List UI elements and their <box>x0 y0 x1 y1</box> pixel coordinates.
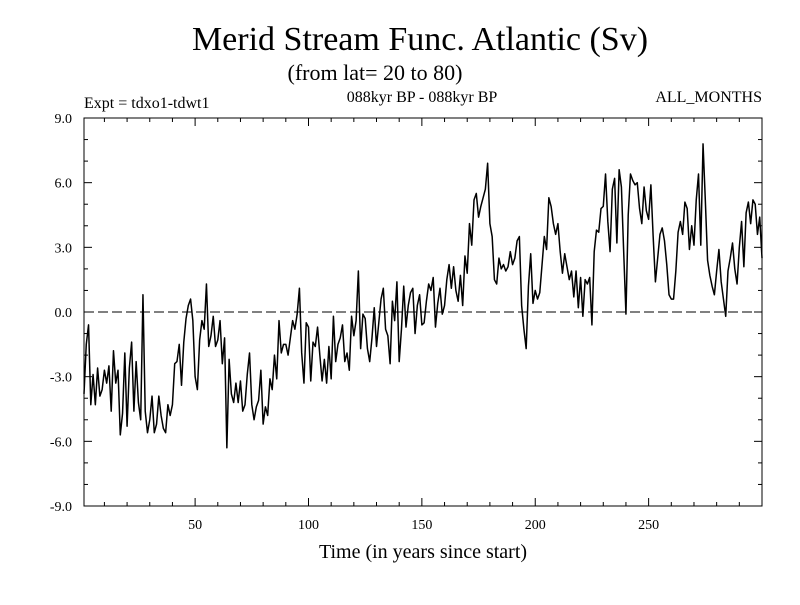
x-tick-label: 50 <box>188 518 202 533</box>
x-tick-label: 200 <box>525 518 546 533</box>
y-tick-label: 0.0 <box>55 306 73 321</box>
x-tick-label: 100 <box>298 518 319 533</box>
x-tick-label: 250 <box>638 518 659 533</box>
experiment-label: Expt = tdxo1-tdwt1 <box>84 95 209 112</box>
months-label: ALL_MONTHS <box>655 89 762 106</box>
x-axis-label: Time (in years since start) <box>319 541 527 563</box>
tick-labels: 50 100 150 200 250 -9.0 -6.0 -3.0 0.0 3.0 6.0 9.0 <box>50 112 659 533</box>
y-tick-label: -6.0 <box>50 435 72 450</box>
y-tick-label: 9.0 <box>55 112 73 127</box>
y-tick-label: 6.0 <box>55 177 73 192</box>
series-line <box>83 143 763 449</box>
y-tick-label: -9.0 <box>50 500 72 515</box>
series-layer <box>83 143 763 449</box>
period-label: 088kyr BP - 088kyr BP <box>347 89 498 106</box>
chart-subtitle: (from lat= 20 to 80) <box>288 60 463 85</box>
x-tick-label: 150 <box>411 518 432 533</box>
chart-title: Merid Stream Func. Atlantic (Sv) <box>192 21 648 58</box>
y-tick-label: 3.0 <box>55 241 73 256</box>
y-tick-label: -3.0 <box>50 371 72 386</box>
